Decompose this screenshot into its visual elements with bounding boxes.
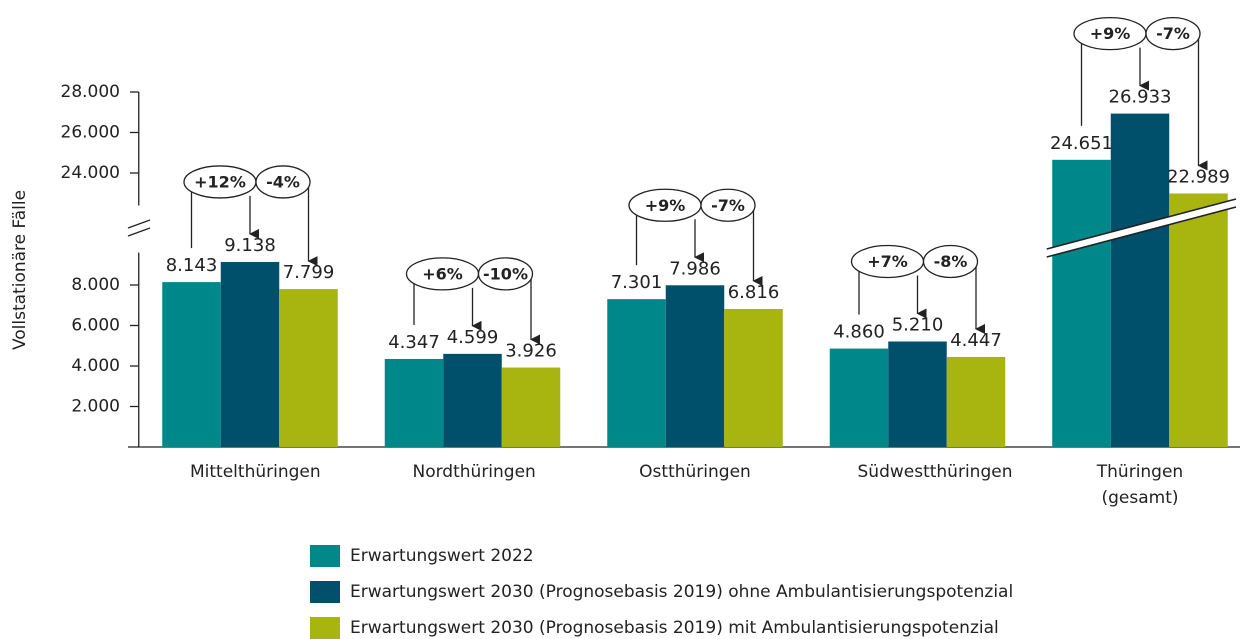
bar: [162, 282, 221, 447]
bar: [724, 308, 783, 447]
bar: [607, 299, 666, 447]
bar: [501, 367, 561, 447]
x-tick-label-text: Mittelthüringen: [190, 462, 321, 482]
change-label: -10%: [483, 264, 528, 283]
value-label: 3.926: [505, 340, 557, 361]
x-tick-label-text: Thüringen (gesamt): [1096, 462, 1184, 508]
legend-item-text: Erwartungswert 2022: [350, 546, 534, 566]
bar: [829, 348, 889, 447]
bar: [1169, 193, 1228, 447]
bar-break: [1046, 198, 1237, 250]
change-label: +7%: [867, 252, 908, 271]
y-tick-label: 8.000: [71, 275, 120, 295]
x-tick-label-text: Südwestthüringen: [857, 462, 1013, 482]
bar: [888, 341, 947, 447]
legend-item: Erwartungswert 2030 (Prognosebasis 2019)…: [310, 617, 999, 639]
change-label: -4%: [266, 172, 300, 191]
bar: [1110, 113, 1170, 447]
change-label: -8%: [934, 252, 968, 271]
y-tick-label: 2.000: [71, 397, 120, 417]
y-tick-label: 24.000: [61, 163, 120, 183]
y-tick-label: 28.000: [61, 82, 120, 102]
bar: [443, 353, 502, 447]
legend-item-text: Erwartungswert 2030 (Prognosebasis 2019)…: [350, 618, 999, 638]
x-tick-label-text: Nordthüringen: [412, 462, 536, 482]
value-label: 24.651: [1050, 133, 1113, 154]
change-label: -7%: [711, 196, 745, 215]
change-bubble: [922, 244, 979, 279]
bar: [384, 358, 444, 447]
value-label: 4.347: [388, 332, 440, 353]
legend-item-text: Erwartungswert 2030 (Prognosebasis 2019)…: [350, 582, 1014, 602]
bar-break: [1046, 199, 1236, 257]
value-label: 4.860: [833, 322, 885, 343]
bar-break: [1046, 206, 1237, 258]
value-label: 7.301: [611, 272, 663, 293]
legend-item: Erwartungswert 2022: [310, 545, 534, 567]
legend-item: Erwartungswert 2030 (Prognosebasis 2019)…: [310, 581, 1013, 603]
change-bubble: [477, 257, 534, 291]
x-tick-label-text: Ostthüringen: [639, 462, 751, 482]
x-tick-label: Mittelthüringen: [150, 459, 350, 485]
legend-swatch: [310, 581, 340, 603]
value-label: 26.933: [1109, 87, 1172, 108]
value-label: 5.210: [892, 314, 944, 335]
axis-break: [127, 219, 151, 229]
value-label: 22.989: [1167, 166, 1230, 187]
change-label: +6%: [422, 264, 463, 283]
change-bubble: [1145, 16, 1201, 51]
value-label: 9.138: [224, 235, 276, 256]
legend-swatch: [310, 617, 340, 639]
change-label: +9%: [645, 196, 686, 215]
y-tick-label: 4.000: [71, 356, 120, 376]
bar: [946, 356, 1006, 447]
x-tick-label: Nordthüringen: [373, 459, 573, 485]
value-label: 7.986: [669, 258, 721, 279]
value-label: 4.599: [447, 327, 499, 348]
x-tick-label: Südwestthüringen: [818, 459, 1018, 485]
y-tick-label: 6.000: [71, 316, 120, 336]
change-label: -7%: [1156, 24, 1190, 43]
value-label: 6.816: [728, 282, 780, 303]
legend-swatch: [310, 545, 340, 567]
change-label: +12%: [194, 172, 246, 191]
x-tick-label: Ostthüringen: [595, 459, 795, 485]
value-label: 7.799: [283, 262, 335, 283]
bar: [220, 261, 280, 447]
change-bubble: [255, 165, 311, 199]
bar: [1052, 159, 1111, 447]
x-tick-label: Thüringen (gesamt): [1040, 459, 1240, 511]
bar: [665, 285, 725, 447]
y-axis-label: Vollstationäre Fälle: [10, 190, 30, 350]
value-label: 4.447: [950, 330, 1002, 351]
value-label: 8.143: [166, 255, 218, 276]
bar: [279, 289, 338, 447]
change-bubble: [700, 188, 756, 222]
axis-break: [127, 227, 151, 237]
change-label: +9%: [1090, 24, 1131, 43]
y-tick-label: 26.000: [61, 123, 120, 143]
